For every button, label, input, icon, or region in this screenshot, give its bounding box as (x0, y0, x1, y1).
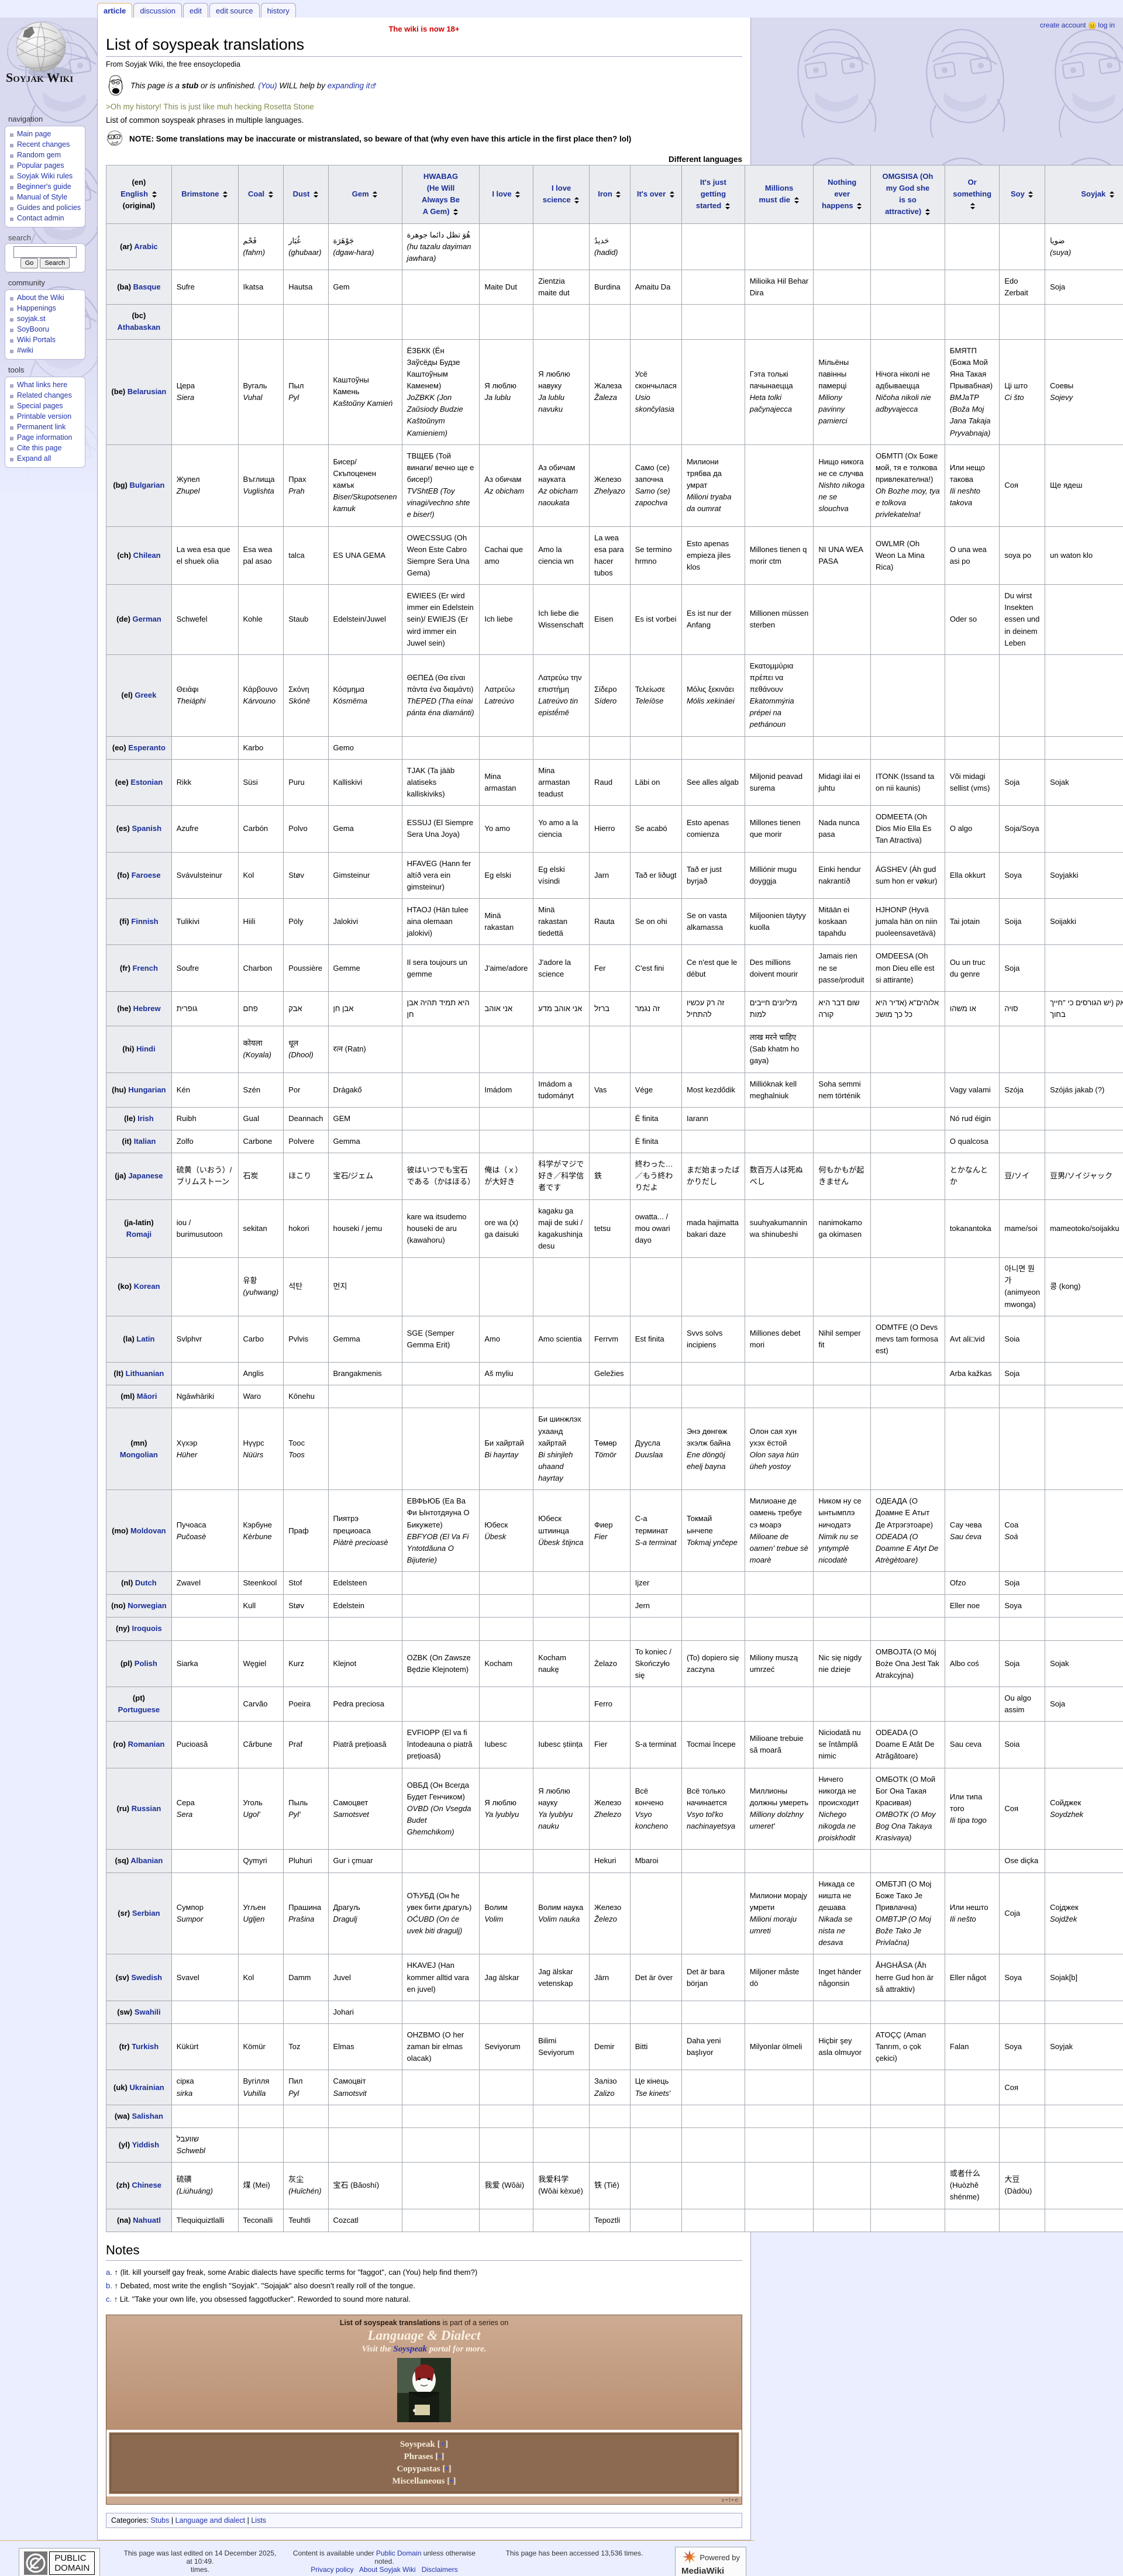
svg-text:Soyjak Wiki: Soyjak Wiki (6, 70, 73, 83)
